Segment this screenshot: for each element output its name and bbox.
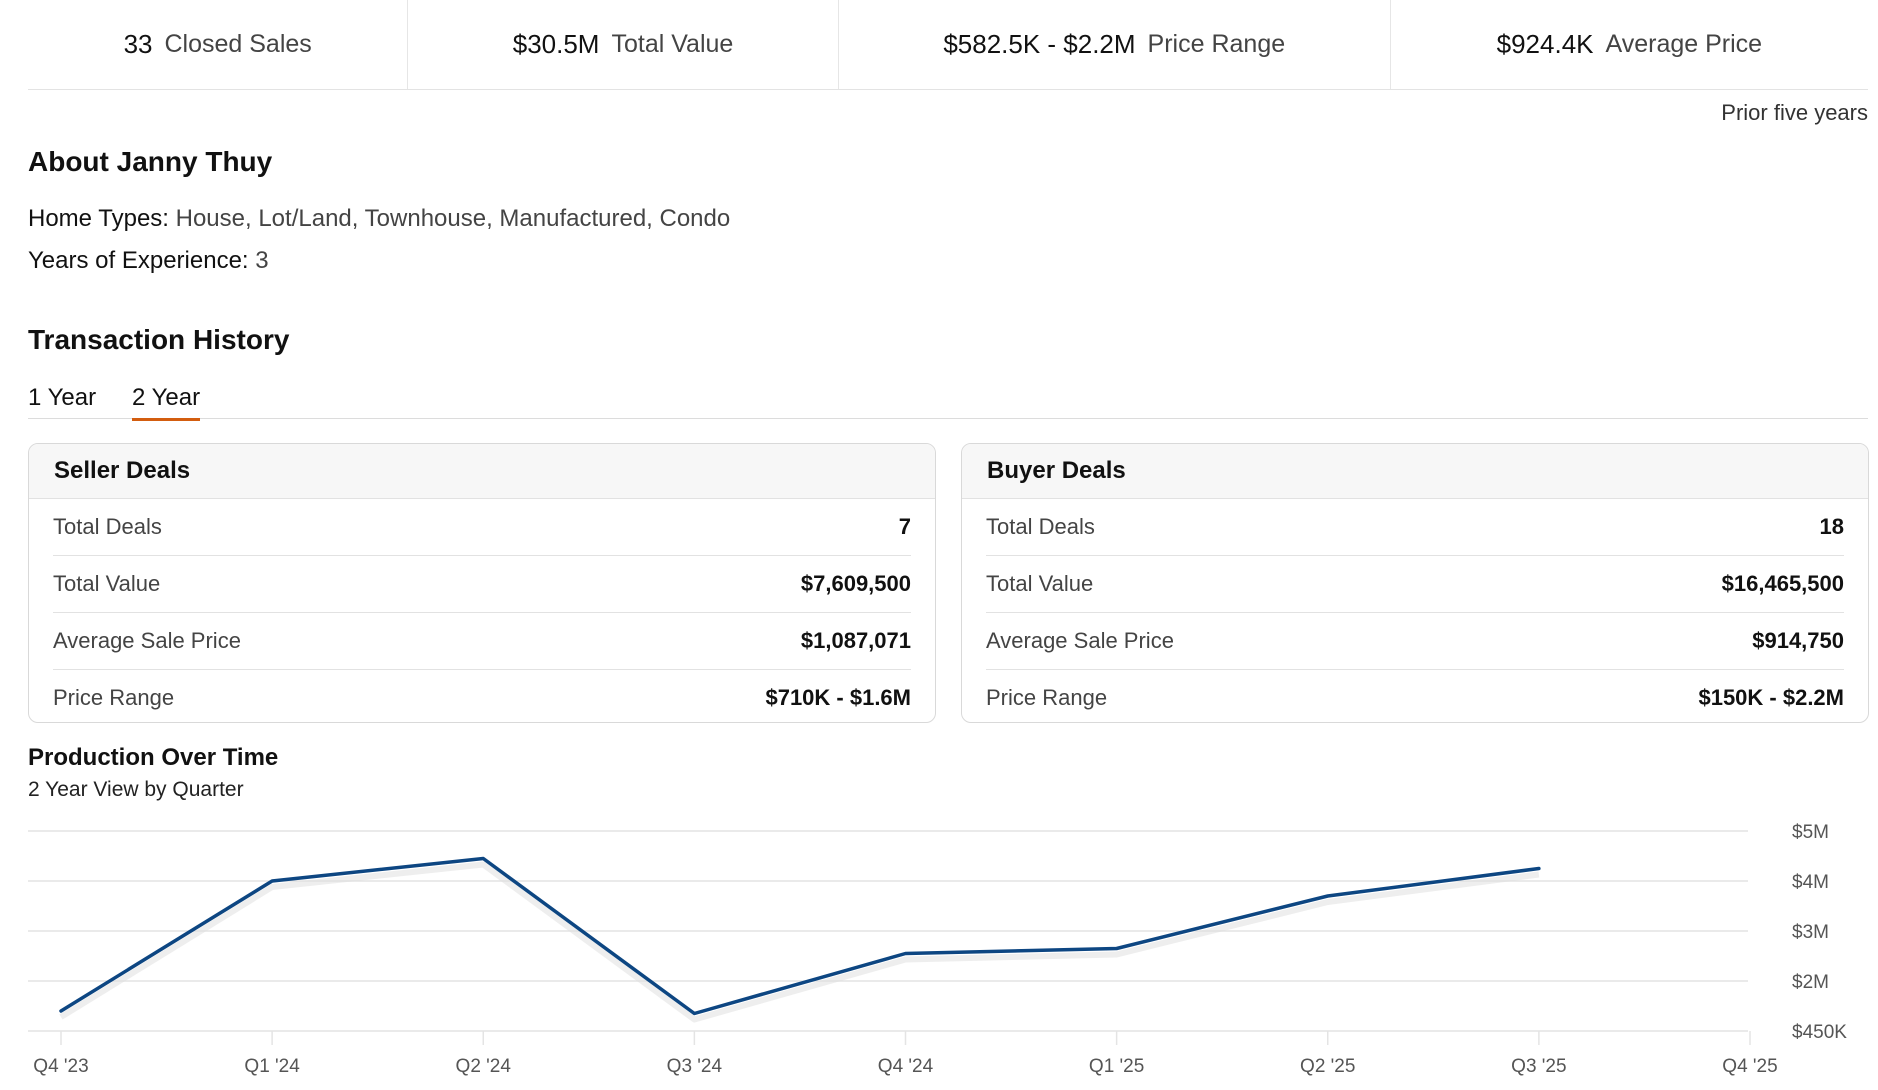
row-label: Total Value — [986, 571, 1094, 596]
stat-label: Total Value — [611, 30, 734, 58]
series-line-shadow — [59, 861, 1540, 1023]
buyer-deals-card: Buyer Deals Total Deals 18 Total Value $… — [961, 443, 1869, 723]
row-label: Total Deals — [986, 514, 1095, 539]
stat-closed-sales: 33 Closed Sales — [28, 0, 407, 89]
stat-price-range: $582.5K - $2.2M Price Range — [837, 0, 1390, 89]
stat-value: $30.5M — [512, 29, 600, 59]
seller-deals-card: Seller Deals Total Deals 7 Total Value $… — [28, 443, 936, 723]
table-row: Price Range $150K - $2.2M — [986, 670, 1844, 722]
row-label: Price Range — [53, 685, 175, 710]
stat-value: 33 — [123, 29, 153, 59]
x-tick-label: Q2 '25 — [1300, 1056, 1355, 1077]
table-row: Average Sale Price $914,750 — [986, 613, 1844, 670]
table-row: Total Deals 18 — [986, 499, 1844, 556]
production-subtitle: 2 Year View by Quarter — [28, 778, 244, 801]
row-value: $150K - $2.2M — [1698, 685, 1844, 710]
row-value: $710K - $1.6M — [765, 685, 911, 710]
series-line — [59, 856, 1541, 1016]
row-label: Price Range — [986, 685, 1108, 710]
tab-1-year[interactable]: 1 Year — [28, 384, 97, 411]
row-value: 7 — [898, 514, 911, 539]
home-types-value: House, Lot/Land, Townhouse, Manufactured… — [175, 205, 731, 232]
summary-stats-bar: 33 Closed Sales $30.5M Total Value $582.… — [28, 0, 1868, 90]
table-row: Average Sale Price $1,087,071 — [53, 613, 911, 670]
stat-label: Closed Sales — [164, 30, 312, 58]
home-types-label: Home Types: — [28, 205, 169, 232]
card-title: Buyer Deals — [962, 444, 1868, 499]
x-tick-label: Q4 '25 — [1722, 1056, 1777, 1077]
row-value: $1,087,071 — [800, 628, 911, 653]
card-title: Seller Deals — [29, 444, 935, 499]
stat-label: Price Range — [1147, 30, 1286, 58]
experience-line: Years of Experience: 3 — [28, 247, 269, 275]
y-tick-label: $5M — [1792, 822, 1829, 843]
table-row: Total Value $7,609,500 — [53, 556, 911, 613]
row-label: Total Deals — [53, 514, 162, 539]
tab-2-year[interactable]: 2 Year — [132, 384, 201, 421]
table-row: Total Deals 7 — [53, 499, 911, 556]
experience-label: Years of Experience: — [28, 247, 249, 274]
production-heading: Production Over Time — [28, 744, 279, 771]
row-value: $914,750 — [1752, 628, 1844, 653]
x-tick-label: Q3 '25 — [1511, 1056, 1566, 1077]
row-value: 18 — [1819, 514, 1844, 539]
x-tick-label: Q3 '24 — [667, 1056, 723, 1077]
table-row: Price Range $710K - $1.6M — [53, 670, 911, 722]
transaction-history-tabs: 1 Year 2 Year — [28, 380, 1868, 421]
stat-value: $582.5K - $2.2M — [943, 29, 1136, 59]
row-value: $7,609,500 — [800, 571, 911, 596]
period-note: Prior five years — [1721, 100, 1868, 125]
row-value: $16,465,500 — [1721, 571, 1844, 596]
home-types-line: Home Types: House, Lot/Land, Townhouse, … — [28, 205, 730, 233]
y-tick-label: $3M — [1792, 922, 1829, 943]
row-label: Average Sale Price — [986, 628, 1174, 653]
stat-value: $924.4K — [1496, 29, 1594, 59]
table-row: Total Value $16,465,500 — [986, 556, 1844, 613]
y-tick-label: $450K — [1792, 1022, 1847, 1043]
about-heading: About Janny Thuy — [28, 146, 273, 177]
x-tick-label: Q4 '23 — [33, 1056, 88, 1077]
stat-average-price: $924.4K Average Price — [1389, 0, 1868, 89]
stat-total-value: $30.5M Total Value — [407, 0, 837, 89]
experience-value: 3 — [255, 247, 269, 274]
y-tick-label: $4M — [1792, 872, 1829, 893]
x-tick-label: Q1 '25 — [1089, 1056, 1144, 1077]
y-tick-label: $2M — [1792, 972, 1829, 993]
row-label: Total Value — [53, 571, 161, 596]
production-line-chart: $5M $4M $3M $2M $450K Q4 '23 Q1 '24 Q2 '24 Q3 '2… — [28, 822, 1847, 1077]
stat-label: Average Price — [1605, 30, 1763, 58]
transaction-history-heading: Transaction History — [28, 324, 290, 355]
row-label: Average Sale Price — [53, 628, 241, 653]
x-tick-label: Q2 '24 — [456, 1056, 512, 1077]
x-tick-label: Q4 '24 — [878, 1056, 934, 1077]
x-tick-label: Q1 '24 — [244, 1056, 300, 1077]
